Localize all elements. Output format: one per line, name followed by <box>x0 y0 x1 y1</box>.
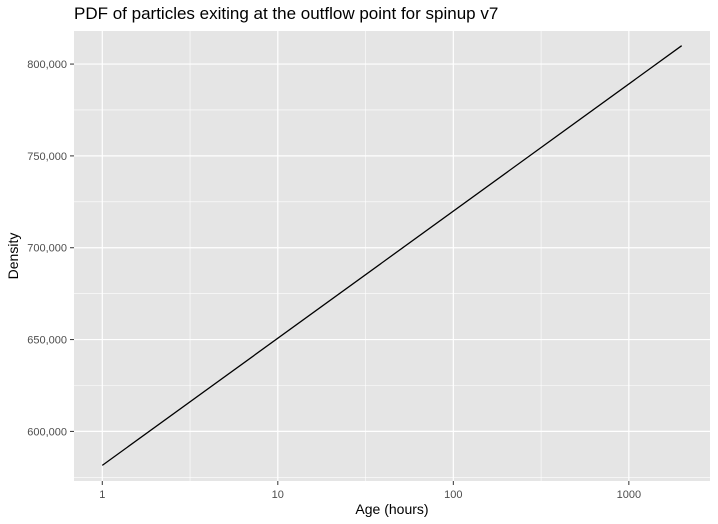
y-tick-label: 800,000 <box>27 59 67 71</box>
x-tick-label: 1 <box>99 489 105 501</box>
density-line <box>101 45 683 466</box>
y-tick-label: 600,000 <box>27 426 67 438</box>
x-tick-label: 10 <box>272 489 284 501</box>
tick-labels: 1 10 100 1000 600,000 650,000 700,000 750,000 80… <box>27 59 641 501</box>
axis-ticks <box>70 63 630 485</box>
grid-minor <box>74 31 710 481</box>
y-tick-label: 750,000 <box>27 151 67 163</box>
x-tick-label: 1000 <box>617 489 641 501</box>
grid-major <box>74 31 710 481</box>
chart-title: PDF of particles exiting at the outflow … <box>74 4 499 23</box>
x-tick-label: 100 <box>444 489 462 501</box>
y-tick-label: 650,000 <box>27 335 67 347</box>
y-axis-title: Density <box>5 233 21 280</box>
series-layer <box>101 45 683 466</box>
x-axis-title: Age (hours) <box>355 501 428 517</box>
y-tick-label: 700,000 <box>27 243 67 255</box>
